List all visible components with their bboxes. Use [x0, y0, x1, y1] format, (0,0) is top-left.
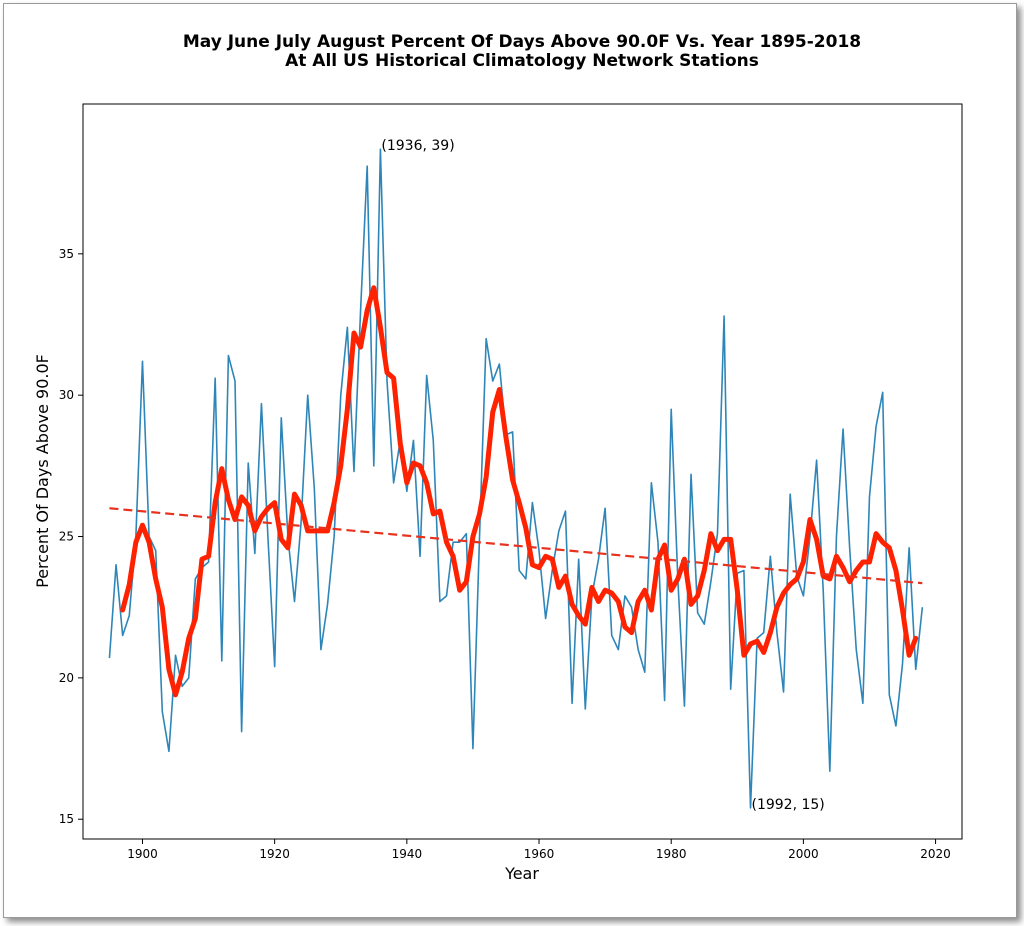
y-tick-label: 25 [59, 530, 74, 544]
y-axis-label: Percent Of Days Above 90.0F [33, 354, 52, 588]
annotation-label: (1936, 39) [381, 138, 454, 154]
plot-area-border [82, 103, 963, 840]
x-tick-label: 1920 [259, 847, 290, 861]
y-tick-label: 35 [59, 247, 74, 261]
x-tick-label: 1960 [524, 847, 555, 861]
x-tick-label: 1940 [392, 847, 423, 861]
annual-series-line [108, 148, 924, 809]
smoothed-series-line [120, 285, 919, 698]
x-tick-label: 1980 [656, 847, 687, 861]
x-tick-label: 1900 [127, 847, 158, 861]
x-tick-label: 2020 [920, 847, 951, 861]
trend-line [109, 507, 923, 585]
annotation-label: (1992, 15) [752, 797, 825, 813]
x-axis-label: Year [504, 864, 539, 883]
y-tick-label: 30 [59, 388, 74, 402]
y-tick-label: 20 [59, 671, 74, 685]
chart-title-line1: May June July August Percent Of Days Abo… [183, 32, 861, 52]
y-tick-label: 15 [59, 812, 74, 826]
chart-title-line2: At All US Historical Climatology Network… [285, 51, 759, 71]
x-tick-label: 2000 [788, 847, 819, 861]
